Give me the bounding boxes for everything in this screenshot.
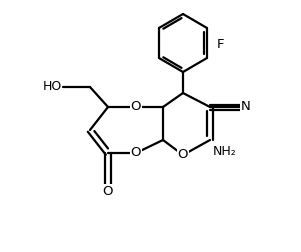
Text: O: O	[131, 101, 141, 113]
Text: O: O	[103, 185, 113, 198]
Text: HO: HO	[43, 80, 62, 93]
Text: N: N	[241, 101, 251, 113]
Text: NH₂: NH₂	[213, 145, 237, 158]
Text: F: F	[217, 38, 225, 50]
Text: O: O	[178, 148, 188, 162]
Text: O: O	[131, 146, 141, 160]
